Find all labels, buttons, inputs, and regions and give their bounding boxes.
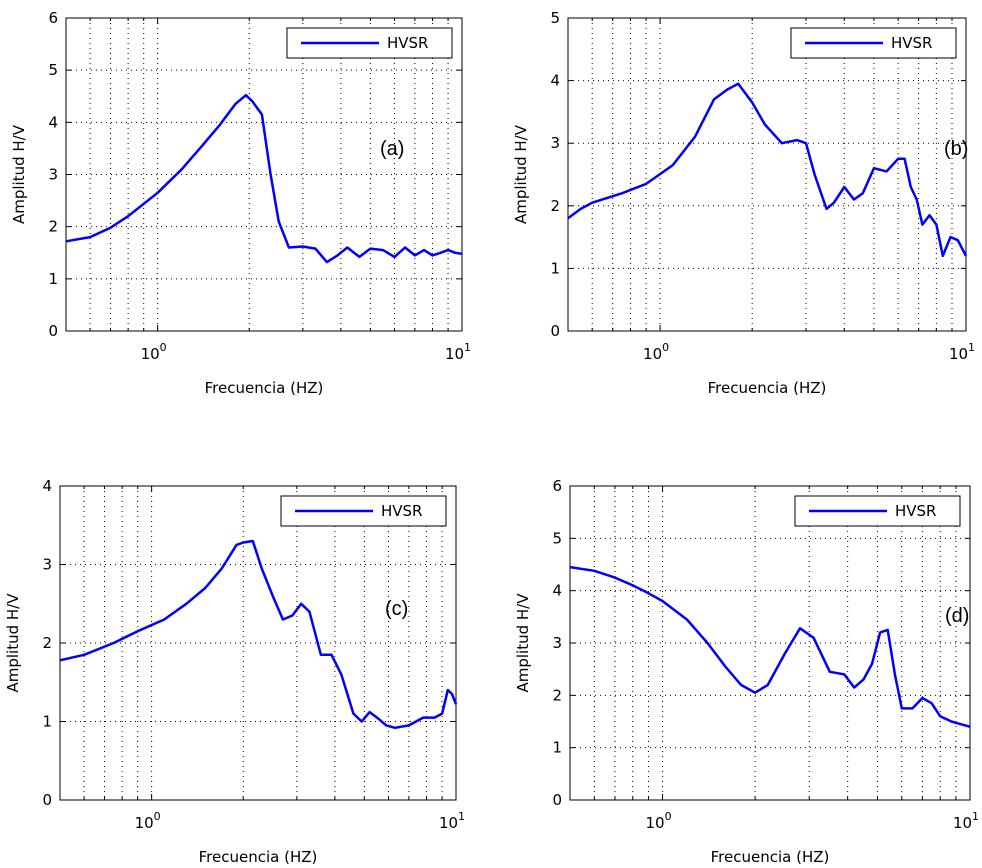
hvsr-series-line — [59, 539, 458, 730]
y-tick-label: 5 — [550, 9, 560, 27]
x-axis-label: Frecuencia (HZ) — [711, 848, 830, 866]
legend: HVSR — [794, 495, 961, 527]
y-axis-label: Amplitud H/V — [10, 124, 28, 224]
x-tick-label: 100 — [135, 810, 161, 832]
hvsr-series-line — [567, 82, 968, 258]
hvsr-series-line — [65, 93, 463, 264]
chart-panel-1: 0 1 2 3 4 5 6 100 101 Frecuencia (HZ) Amplitud H/V… — [10, 9, 471, 397]
chart-panel-4: 0 1 2 3 4 5 6 100 101 Frecuencia (HZ) Amplitud H/V… — [514, 477, 979, 866]
x-axis-label: Frecuencia (HZ) — [708, 379, 827, 397]
y-tick-label: 5 — [48, 61, 58, 79]
y-tick-label: 1 — [42, 713, 52, 731]
y-tick-label: 2 — [552, 686, 562, 704]
y-tick-label: 1 — [550, 259, 560, 277]
y-axis-label: Amplitud H/V — [512, 124, 530, 224]
y-tick-label: 2 — [48, 218, 58, 236]
y-tick-label: 4 — [42, 477, 52, 495]
legend: HVSR — [280, 495, 447, 527]
x-tick-label: 100 — [141, 341, 167, 363]
y-tick-label: 4 — [48, 113, 58, 131]
x-tick-label: 101 — [439, 810, 465, 832]
y-tick-label: 1 — [48, 270, 58, 288]
y-tick-label: 3 — [550, 134, 560, 152]
y-tick-label: 3 — [552, 634, 562, 652]
y-tick-label: 6 — [48, 9, 58, 27]
chart-panel-2: 0 1 2 3 4 5 100 101 Frecuencia (HZ) Amplitud H/V H… — [512, 9, 975, 397]
x-tick-label: 100 — [646, 810, 672, 832]
y-tick-label: 0 — [42, 791, 52, 809]
x-tick-label: 101 — [953, 810, 979, 832]
hvsr-series-line — [569, 565, 971, 728]
panel-tag: (b) — [944, 138, 968, 160]
y-tick-label: 3 — [42, 556, 52, 574]
y-tick-label: 2 — [42, 634, 52, 652]
plot-area — [66, 18, 462, 331]
legend: HVSR — [790, 27, 957, 59]
y-tick-label: 3 — [48, 166, 58, 184]
panel-tag: (c) — [385, 598, 408, 620]
x-axis-label: Frecuencia (HZ) — [205, 379, 324, 397]
y-tick-label: 5 — [552, 529, 562, 547]
y-tick-label: 4 — [550, 72, 560, 90]
chart-panel-3: 0 1 2 3 4 100 101 Frecuencia (HZ) Amplitud H/V HV… — [4, 477, 465, 866]
plot-area — [568, 18, 966, 331]
legend-label: HVSR — [891, 34, 932, 52]
axes-frame — [567, 17, 967, 332]
y-axis-label: Amplitud H/V — [514, 593, 532, 693]
x-tick-label: 101 — [445, 341, 471, 363]
legend: HVSR — [286, 27, 453, 59]
y-tick-label: 2 — [550, 197, 560, 215]
plot-area — [60, 486, 456, 800]
y-tick-label: 1 — [552, 739, 562, 757]
y-tick-label: 4 — [552, 582, 562, 600]
x-tick-label: 100 — [643, 341, 669, 363]
y-tick-label: 0 — [48, 322, 58, 340]
y-tick-label: 0 — [552, 791, 562, 809]
legend-label: HVSR — [387, 34, 428, 52]
y-tick-label: 6 — [552, 477, 562, 495]
legend-label: HVSR — [381, 502, 422, 520]
x-axis-label: Frecuencia (HZ) — [199, 848, 318, 866]
panel-tag: (a) — [380, 138, 404, 160]
panel-tag: (d) — [945, 605, 969, 627]
y-axis-label: Amplitud H/V — [4, 593, 22, 693]
x-tick-label: 101 — [949, 341, 975, 363]
legend-label: HVSR — [895, 502, 936, 520]
y-tick-label: 0 — [550, 322, 560, 340]
